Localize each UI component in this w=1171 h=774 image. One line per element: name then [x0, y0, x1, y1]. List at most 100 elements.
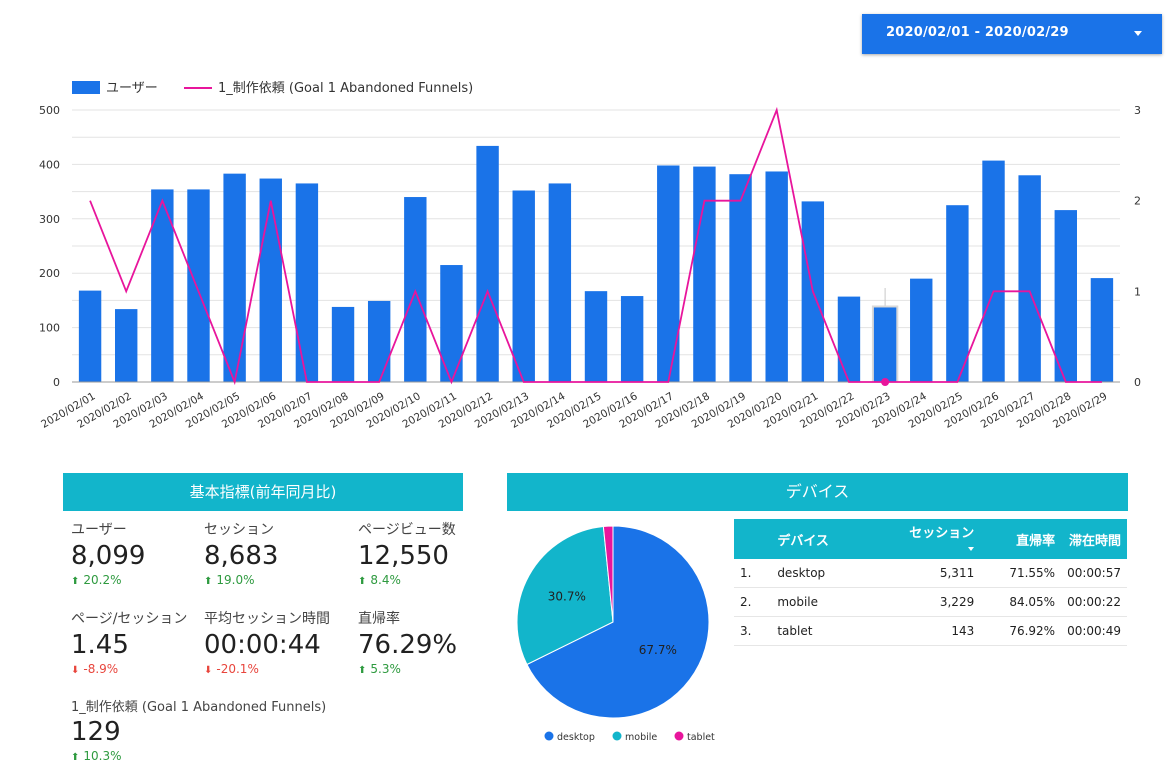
legend-dot-mobile: [612, 731, 622, 741]
metric-delta-value: -8.9%: [83, 662, 119, 676]
legend-label-users: ユーザー: [106, 81, 158, 96]
legend-label-mobile: mobile: [625, 732, 657, 743]
metric-label: ページ/セッション: [71, 611, 188, 627]
row-duration: 00:00:49: [1061, 616, 1127, 646]
bar: [982, 160, 1005, 382]
table-row: 1. desktop 5,311 71.55% 00:00:57: [734, 559, 1127, 588]
column-header-bounce[interactable]: 直帰率: [980, 519, 1062, 559]
device-table-header-row: デバイス セッション 直帰率 滞在時間: [734, 519, 1127, 559]
bar: [223, 173, 246, 382]
bar: [657, 165, 680, 382]
column-header-device[interactable]: デバイス: [771, 519, 881, 559]
bar: [765, 171, 788, 382]
pie-label-desktop: 67.7%: [639, 643, 677, 657]
device-header: デバイス: [507, 473, 1128, 511]
bar: [837, 296, 861, 382]
bar: [873, 307, 897, 382]
metric-delta: ⬆ 5.3%: [358, 662, 457, 676]
metric-card: ページビュー数 12,550 ⬆ 8.4%: [358, 519, 456, 587]
metric-card: 1_制作依頼 (Goal 1 Abandoned Funnels) 129 ⬆ 10.…: [71, 696, 326, 763]
bar: [1018, 175, 1041, 382]
bar: [584, 291, 608, 382]
row-bounce: 71.55%: [980, 559, 1062, 588]
legend-label-desktop: desktop: [557, 732, 595, 743]
pie-slice-desktop: [526, 525, 710, 719]
legend-swatch-users: [72, 81, 100, 94]
column-header-sessions[interactable]: セッション: [880, 519, 981, 559]
row-duration: 00:00:22: [1061, 587, 1127, 617]
date-range-label: 2020/02/01 - 2020/02/29: [886, 25, 1069, 40]
metric-label: セッション: [204, 522, 274, 538]
row-rank: 3.: [734, 616, 772, 646]
metric-label: 平均セッション時間: [204, 611, 330, 627]
metric-delta-value: 5.3%: [370, 662, 401, 676]
metric-value: 76.29%: [358, 630, 458, 660]
row-bounce: 76.92%: [980, 616, 1062, 646]
metric-delta: ⬆ 10.3%: [71, 749, 326, 763]
bar: [78, 290, 102, 382]
bar: [476, 145, 499, 382]
metric-card: 直帰率 76.29% ⬆ 5.3%: [358, 608, 457, 676]
metric-delta: ⬇ -20.1%: [204, 662, 330, 676]
metric-delta: ⬆ 20.2%: [71, 573, 145, 587]
y-right-tick-label: 3: [1134, 104, 1141, 117]
metric-delta-value: -20.1%: [216, 662, 259, 676]
metric-label: 1_制作依頼 (Goal 1 Abandoned Funnels): [71, 700, 327, 715]
metric-label: ページビュー数: [358, 522, 456, 538]
row-bounce: 84.05%: [980, 587, 1062, 617]
metric-value: 8,099: [71, 541, 146, 571]
y-left-tick-label: 500: [39, 104, 60, 117]
bar: [1090, 278, 1114, 382]
row-rank: 2.: [734, 587, 772, 617]
chevron-down-icon: [1134, 31, 1142, 36]
arrow-up-icon: ⬆: [71, 752, 80, 763]
bar: [187, 189, 210, 382]
pie-slice-tablet: [602, 525, 614, 623]
bar: [910, 278, 933, 382]
legend-label-goal: 1_制作依頼 (Goal 1 Abandoned Funnels): [218, 81, 473, 96]
column-header-duration[interactable]: 滞在時間: [1061, 519, 1127, 559]
y-left-tick-label: 0: [53, 376, 60, 389]
metric-card: ユーザー 8,099 ⬆ 20.2%: [71, 519, 145, 587]
metric-value: 8,683: [204, 541, 279, 571]
row-sessions: 3,229: [880, 587, 981, 617]
bar: [115, 309, 138, 382]
legend-dot-desktop: [544, 731, 554, 741]
metric-card: セッション 8,683 ⬆ 19.0%: [204, 519, 278, 587]
bar: [367, 300, 391, 382]
row-sessions: 5,311: [880, 559, 981, 588]
metric-card: 平均セッション時間 00:00:44 ⬇ -20.1%: [204, 608, 330, 676]
scorecard-header: 基本指標(前年同月比): [63, 473, 463, 511]
table-row: 3. tablet 143 76.92% 00:00:49: [734, 616, 1127, 646]
pie-slice-mobile: [516, 525, 614, 666]
y-left-tick-label: 200: [39, 267, 60, 280]
row-device: mobile: [771, 587, 881, 617]
bar: [331, 306, 355, 382]
arrow-up-icon: ⬆: [71, 576, 80, 587]
row-device: desktop: [771, 559, 881, 588]
bar: [729, 174, 752, 382]
arrow-down-icon: ⬇: [71, 665, 80, 676]
arrow-up-icon: ⬆: [358, 665, 367, 676]
bar: [548, 183, 572, 382]
combo-chart: ユーザー 1_制作依頼 (Goal 1 Abandoned Funnels)010…: [39, 81, 1141, 431]
metric-card: ページ/セッション 1.45 ⬇ -8.9%: [71, 608, 187, 676]
bar: [512, 190, 535, 382]
date-range-picker[interactable]: 2020/02/01 - 2020/02/29: [862, 14, 1162, 54]
sort-desc-icon: [968, 546, 975, 551]
line-point: [881, 378, 890, 386]
metric-value: 00:00:44: [204, 630, 321, 660]
bar: [151, 189, 174, 382]
bar: [620, 296, 644, 382]
arrow-up-icon: ⬆: [358, 576, 367, 587]
column-header-sessions-label: セッション: [909, 526, 975, 541]
row-duration: 00:00:57: [1061, 559, 1127, 588]
bar: [295, 183, 319, 382]
y-left-tick-label: 400: [39, 158, 60, 171]
rank-column-header: [734, 519, 772, 559]
device-table: デバイス セッション 直帰率 滞在時間 1. desktop 5,311 71.…: [734, 519, 1127, 646]
y-right-tick-label: 2: [1134, 195, 1141, 208]
metric-delta: ⬆ 8.4%: [358, 573, 456, 587]
metric-label: 直帰率: [358, 611, 400, 627]
y-left-tick-label: 300: [39, 213, 60, 226]
